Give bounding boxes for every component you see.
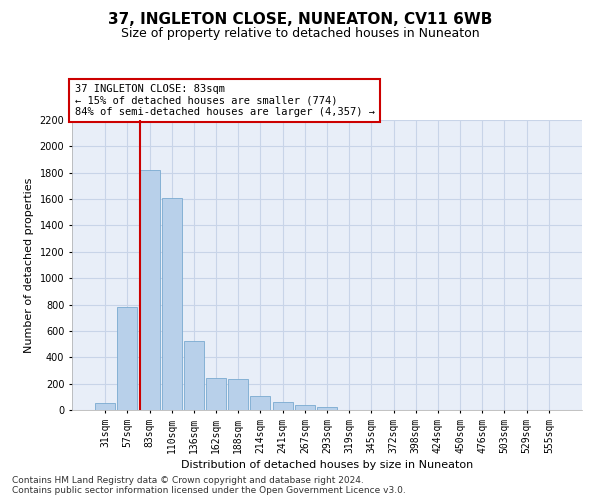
Bar: [250, 396, 271, 410]
Bar: [206, 378, 226, 410]
Text: 37, INGLETON CLOSE, NUNEATON, CV11 6WB: 37, INGLETON CLOSE, NUNEATON, CV11 6WB: [108, 12, 492, 28]
Text: Contains public sector information licensed under the Open Government Licence v3: Contains public sector information licen…: [12, 486, 406, 495]
Text: 37 INGLETON CLOSE: 83sqm
← 15% of detached houses are smaller (774)
84% of semi-: 37 INGLETON CLOSE: 83sqm ← 15% of detach…: [74, 84, 374, 117]
Bar: [118, 307, 137, 410]
Bar: [184, 342, 204, 410]
Text: Size of property relative to detached houses in Nuneaton: Size of property relative to detached ho…: [121, 28, 479, 40]
Y-axis label: Number of detached properties: Number of detached properties: [24, 178, 34, 352]
Bar: [162, 198, 182, 410]
Bar: [317, 408, 337, 410]
Bar: [272, 402, 293, 410]
Bar: [295, 406, 315, 410]
X-axis label: Distribution of detached houses by size in Nuneaton: Distribution of detached houses by size …: [181, 460, 473, 470]
Text: Contains HM Land Registry data © Crown copyright and database right 2024.: Contains HM Land Registry data © Crown c…: [12, 476, 364, 485]
Bar: [140, 170, 160, 410]
Bar: [95, 403, 115, 410]
Bar: [228, 379, 248, 410]
